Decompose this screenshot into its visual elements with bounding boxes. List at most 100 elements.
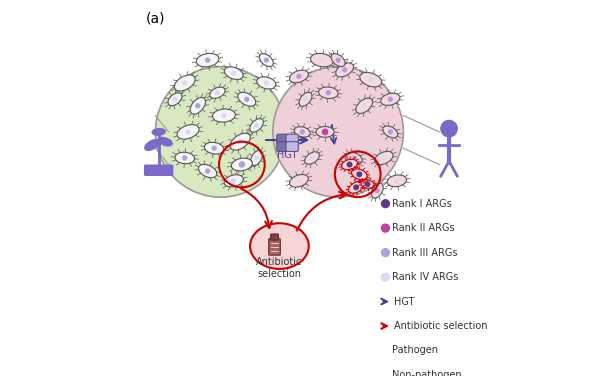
- Circle shape: [240, 162, 244, 167]
- Circle shape: [365, 182, 370, 186]
- FancyBboxPatch shape: [286, 134, 298, 144]
- Circle shape: [382, 156, 386, 160]
- Circle shape: [297, 74, 301, 78]
- Text: (a): (a): [145, 11, 165, 25]
- Ellipse shape: [210, 87, 225, 99]
- Ellipse shape: [316, 126, 334, 137]
- Circle shape: [381, 249, 389, 256]
- Circle shape: [320, 58, 324, 62]
- Text: Non-pathogen: Non-pathogen: [392, 370, 461, 376]
- FancyBboxPatch shape: [277, 142, 289, 152]
- Circle shape: [323, 129, 327, 135]
- FancyBboxPatch shape: [286, 142, 298, 152]
- Circle shape: [382, 347, 389, 354]
- Ellipse shape: [152, 129, 165, 135]
- Ellipse shape: [290, 174, 309, 187]
- Ellipse shape: [205, 143, 224, 154]
- Circle shape: [375, 189, 379, 193]
- Ellipse shape: [349, 182, 364, 193]
- FancyBboxPatch shape: [269, 238, 280, 255]
- Ellipse shape: [174, 75, 195, 91]
- Ellipse shape: [361, 180, 374, 188]
- Ellipse shape: [360, 73, 382, 87]
- Circle shape: [222, 114, 226, 118]
- Circle shape: [343, 68, 346, 72]
- Circle shape: [255, 123, 258, 127]
- Circle shape: [183, 156, 187, 160]
- Circle shape: [300, 130, 304, 134]
- Circle shape: [362, 104, 366, 108]
- Ellipse shape: [168, 93, 182, 106]
- Circle shape: [326, 91, 331, 95]
- FancyBboxPatch shape: [145, 165, 173, 175]
- Circle shape: [216, 91, 219, 95]
- Ellipse shape: [351, 169, 367, 180]
- Text: Pathogen: Pathogen: [392, 346, 438, 355]
- Circle shape: [441, 120, 457, 137]
- Ellipse shape: [238, 92, 256, 106]
- Ellipse shape: [230, 133, 251, 150]
- FancyBboxPatch shape: [277, 134, 289, 144]
- Circle shape: [369, 78, 373, 82]
- Circle shape: [238, 140, 242, 144]
- Ellipse shape: [196, 53, 219, 67]
- Circle shape: [304, 97, 307, 101]
- Ellipse shape: [356, 98, 373, 114]
- Ellipse shape: [331, 54, 345, 67]
- Ellipse shape: [342, 159, 357, 170]
- Ellipse shape: [347, 152, 362, 164]
- Ellipse shape: [375, 152, 393, 165]
- Ellipse shape: [290, 70, 309, 83]
- Circle shape: [381, 273, 389, 281]
- Text: Rank IV ARGs: Rank IV ARGs: [392, 272, 458, 282]
- Circle shape: [232, 179, 236, 183]
- Ellipse shape: [158, 138, 172, 146]
- Circle shape: [347, 162, 352, 167]
- Circle shape: [206, 169, 210, 173]
- Ellipse shape: [177, 124, 199, 139]
- Ellipse shape: [232, 158, 252, 171]
- Circle shape: [196, 104, 200, 108]
- Circle shape: [382, 371, 389, 376]
- Ellipse shape: [383, 126, 398, 138]
- Circle shape: [245, 97, 249, 101]
- Ellipse shape: [335, 63, 354, 77]
- Circle shape: [357, 172, 362, 177]
- Circle shape: [186, 130, 190, 134]
- Circle shape: [265, 81, 268, 85]
- Ellipse shape: [250, 223, 309, 269]
- Circle shape: [353, 156, 356, 160]
- Text: Antibiotic selection: Antibiotic selection: [393, 321, 487, 331]
- Ellipse shape: [295, 127, 310, 137]
- Circle shape: [183, 81, 187, 85]
- Ellipse shape: [250, 119, 263, 132]
- Ellipse shape: [381, 93, 400, 105]
- Text: Rank I ARGs: Rank I ARGs: [392, 199, 452, 209]
- Ellipse shape: [318, 87, 338, 99]
- Circle shape: [255, 156, 258, 160]
- Ellipse shape: [257, 77, 276, 89]
- Ellipse shape: [199, 164, 217, 177]
- Ellipse shape: [259, 54, 273, 67]
- Text: Antibiotic
selection: Antibiotic selection: [256, 258, 302, 279]
- Circle shape: [336, 58, 340, 62]
- Circle shape: [206, 58, 210, 62]
- Ellipse shape: [190, 97, 205, 114]
- Text: Rank II ARGs: Rank II ARGs: [392, 223, 455, 233]
- Ellipse shape: [305, 152, 320, 164]
- Text: HGT: HGT: [393, 297, 414, 306]
- Ellipse shape: [371, 183, 383, 198]
- Text: HGT: HGT: [277, 150, 298, 160]
- Circle shape: [354, 185, 358, 190]
- Ellipse shape: [310, 53, 333, 67]
- Circle shape: [395, 179, 399, 183]
- Ellipse shape: [175, 152, 194, 164]
- Circle shape: [173, 97, 177, 101]
- Circle shape: [297, 179, 301, 183]
- Circle shape: [389, 97, 392, 101]
- Circle shape: [389, 130, 392, 134]
- Ellipse shape: [251, 150, 263, 165]
- Ellipse shape: [299, 92, 312, 106]
- FancyBboxPatch shape: [271, 234, 279, 240]
- Circle shape: [273, 67, 403, 197]
